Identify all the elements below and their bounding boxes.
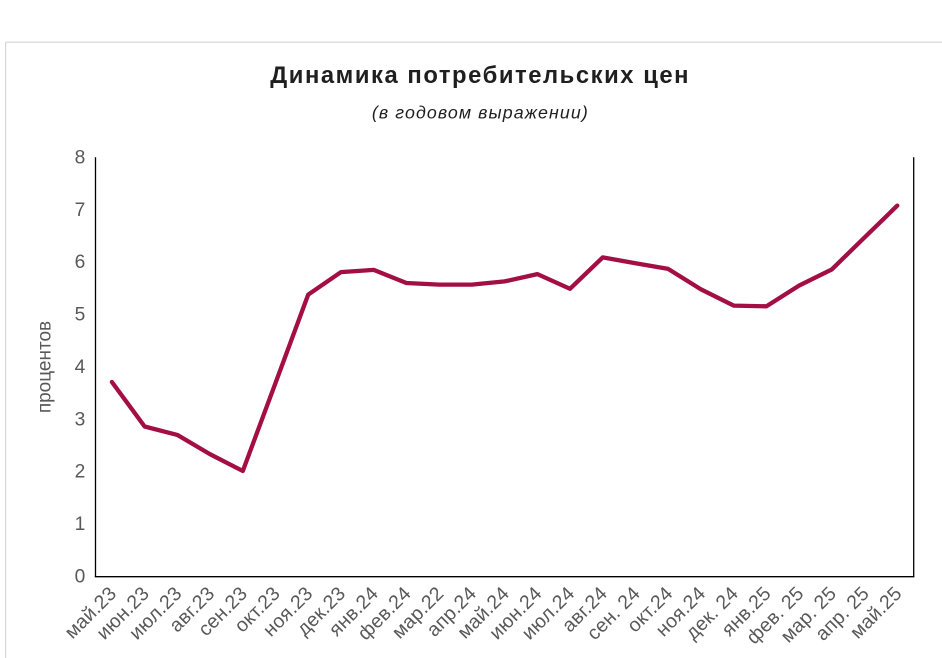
svg-text:5: 5 <box>75 305 86 326</box>
svg-text:6: 6 <box>75 252 86 273</box>
svg-text:7: 7 <box>75 200 86 221</box>
svg-text:Динамика потребительских цен: Динамика потребительских цен <box>270 62 690 89</box>
svg-text:(в годовом выражении): (в годовом выражении) <box>372 103 589 123</box>
svg-text:процентов: процентов <box>35 321 56 413</box>
svg-text:3: 3 <box>75 409 86 430</box>
svg-text:8: 8 <box>75 148 86 169</box>
svg-text:4: 4 <box>75 357 86 378</box>
svg-text:0: 0 <box>75 566 86 587</box>
svg-text:1: 1 <box>75 514 86 535</box>
svg-text:2: 2 <box>75 462 86 483</box>
